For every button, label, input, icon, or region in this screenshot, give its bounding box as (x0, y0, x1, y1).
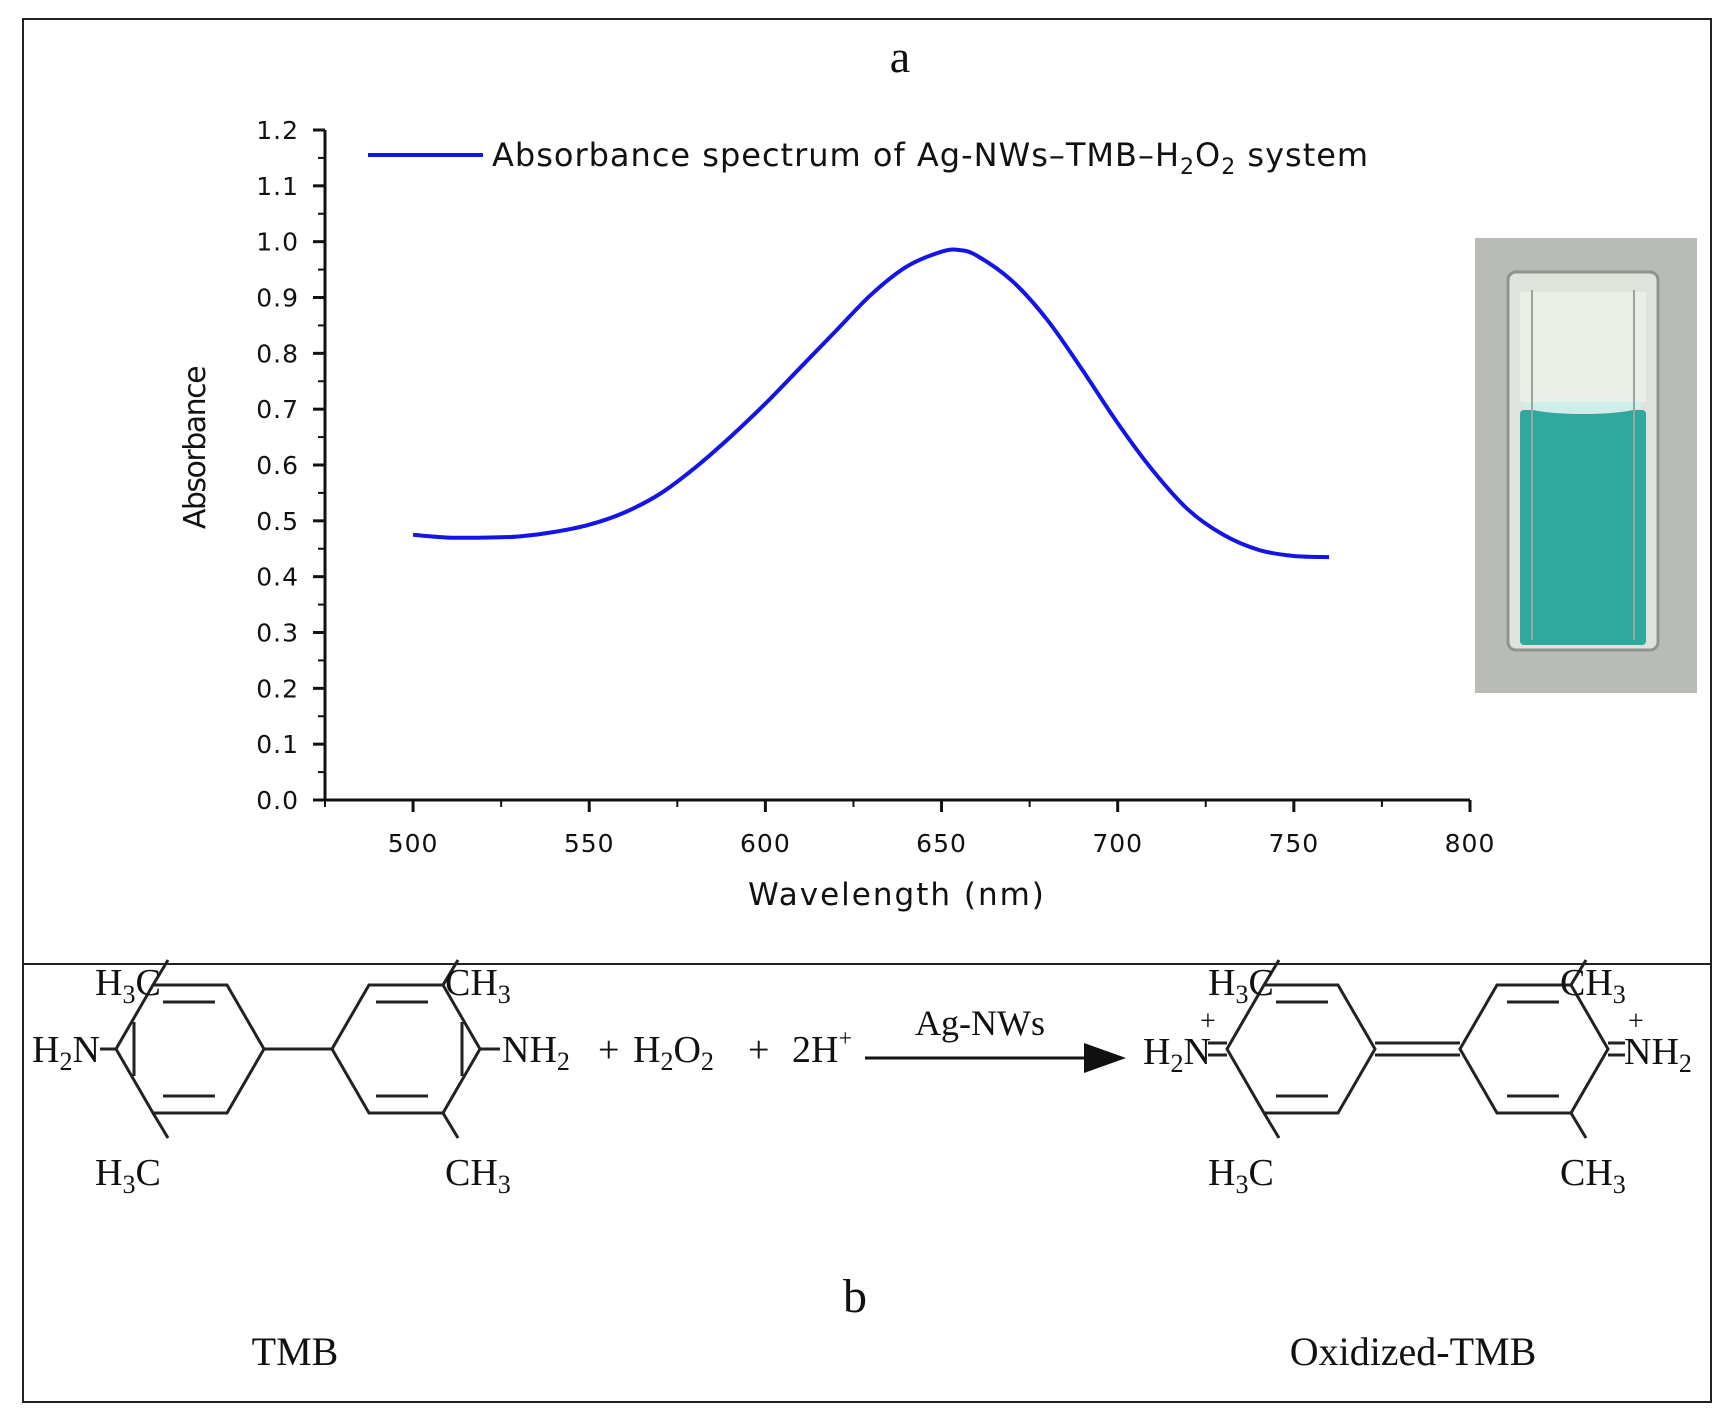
panel-a-label: a (890, 31, 910, 82)
y-tick-label: 1.0 (256, 228, 299, 257)
x-tick-label: 750 (1268, 829, 1319, 858)
y-tick-label: 0.8 (256, 339, 299, 368)
y-tick-label: 0.7 (256, 395, 299, 424)
cuvette-empty-upper (1520, 292, 1646, 402)
chart-legend: Absorbance spectrum of Ag-NWs–TMB–H2O2 s… (368, 136, 1369, 180)
y-tick-label: 1.2 (256, 116, 299, 145)
legend-entry: Absorbance spectrum of Ag-NWs–TMB–H2O2 s… (492, 136, 1369, 180)
x-tick-label: 550 (564, 829, 615, 858)
x-tick-label: 600 (740, 829, 791, 858)
y-tick-label: 0.1 (256, 730, 299, 759)
panel-b-frame (22, 963, 1712, 1403)
x-ticks: 500 550 600 650 700 750 800 (324, 800, 1496, 858)
y-tick-label: 0.9 (256, 284, 299, 313)
cuvette-photo-icon (1475, 238, 1697, 693)
y-tick-label: 1.1 (256, 172, 299, 201)
x-tick-label: 800 (1445, 829, 1496, 858)
x-tick-label: 700 (1092, 829, 1143, 858)
y-tick-label: 0.5 (256, 507, 299, 536)
x-axis-label: Wavelength (nm) (748, 877, 1046, 913)
chart-axes (323, 130, 1470, 802)
y-axis-label: Absorbance (178, 367, 213, 529)
absorbance-series-line (412, 247, 1330, 560)
x-tick-label: 650 (916, 829, 967, 858)
y-tick-label: 0.4 (256, 563, 299, 592)
y-ticks: 0.0 0.1 0.2 0.3 0.4 0.5 0.6 0.7 0.8 0.9 1.0 1.1 1.2 (256, 116, 325, 815)
y-tick-label: 0.6 (256, 451, 299, 480)
y-tick-label: 0.3 (256, 619, 299, 648)
y-tick-label: 0.2 (256, 674, 299, 703)
cuvette-liquid (1520, 410, 1646, 645)
absorbance-chart: a 0.0 0.1 0.2 0.3 0.4 0.5 0.6 0.7 0.8 0.9 1.0 1.1 1.… (178, 31, 1697, 913)
y-tick-label: 0.0 (256, 786, 299, 815)
x-tick-label: 500 (388, 829, 439, 858)
